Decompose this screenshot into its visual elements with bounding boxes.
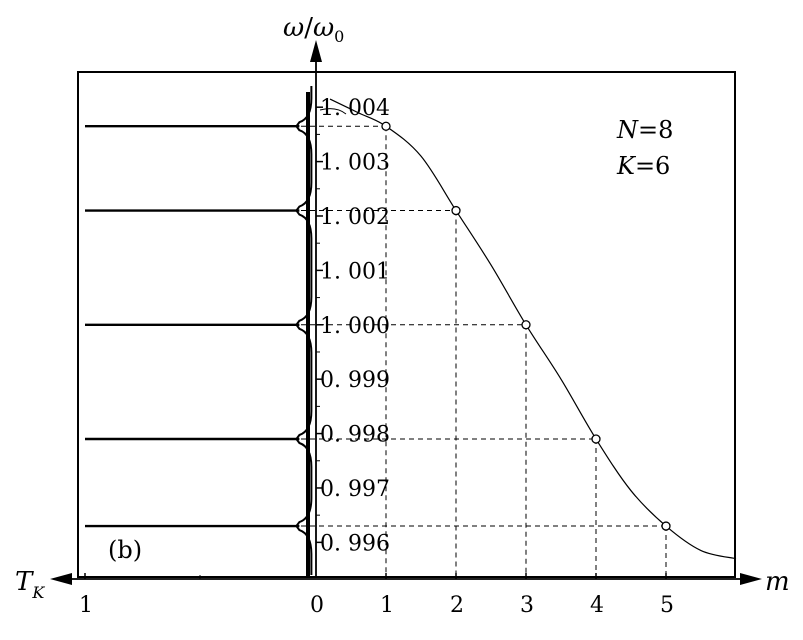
x-tick-label: 3 [520, 593, 534, 618]
y-tick-label: 0. 999 [320, 368, 390, 393]
band-point [381, 121, 391, 131]
guide-lines [85, 125, 667, 579]
band-points [381, 121, 671, 531]
curve-start-mark [319, 108, 347, 115]
y-ticks: 1. 004 1. 003 1. 002 1. 001 1. 000 0. 999 0. 9… [316, 96, 390, 556]
y-tick-label: 1. 000 [320, 314, 390, 339]
y-tick-label: 1. 001 [320, 259, 390, 284]
t-tick-label: 1 [79, 593, 93, 618]
band-point [591, 434, 601, 444]
x-tick-label: 1 [380, 593, 394, 618]
x-tick-label: 2 [450, 593, 464, 618]
band-point [451, 205, 461, 216]
band-point [661, 521, 671, 531]
param-n: N=8 [616, 116, 673, 144]
panel-label: (b) [108, 536, 142, 564]
x-tick-label: 4 [590, 593, 604, 618]
y-axis-label: ω/ω0 [283, 13, 344, 46]
y-tick-label: 0. 997 [320, 477, 390, 502]
x-ticks: 1 2 3 4 5 1 0 [79, 573, 674, 618]
t-axis-label: TK [15, 567, 45, 602]
y-tick-label: 1. 004 [320, 96, 390, 121]
plot-frame [77, 71, 736, 578]
x-axis-left-arrow [50, 573, 72, 585]
y-tick-label: 1. 003 [320, 151, 390, 176]
dispersion-curve [329, 98, 737, 560]
t-tick-label: 0 [310, 593, 324, 618]
x-axis-right-arrow [740, 573, 762, 585]
x-tick-label: 5 [660, 593, 674, 618]
m-axis-label: m [765, 567, 790, 597]
band-point [521, 320, 531, 330]
transmission-spectrum [85, 86, 347, 575]
y-axis-arrow [310, 40, 322, 62]
y-tick-label: 0. 998 [320, 423, 390, 448]
param-k: K=6 [616, 152, 670, 180]
y-tick-label: 1. 002 [320, 205, 390, 230]
dispersion-line [329, 98, 737, 560]
y-tick-label: 0. 996 [320, 531, 390, 556]
